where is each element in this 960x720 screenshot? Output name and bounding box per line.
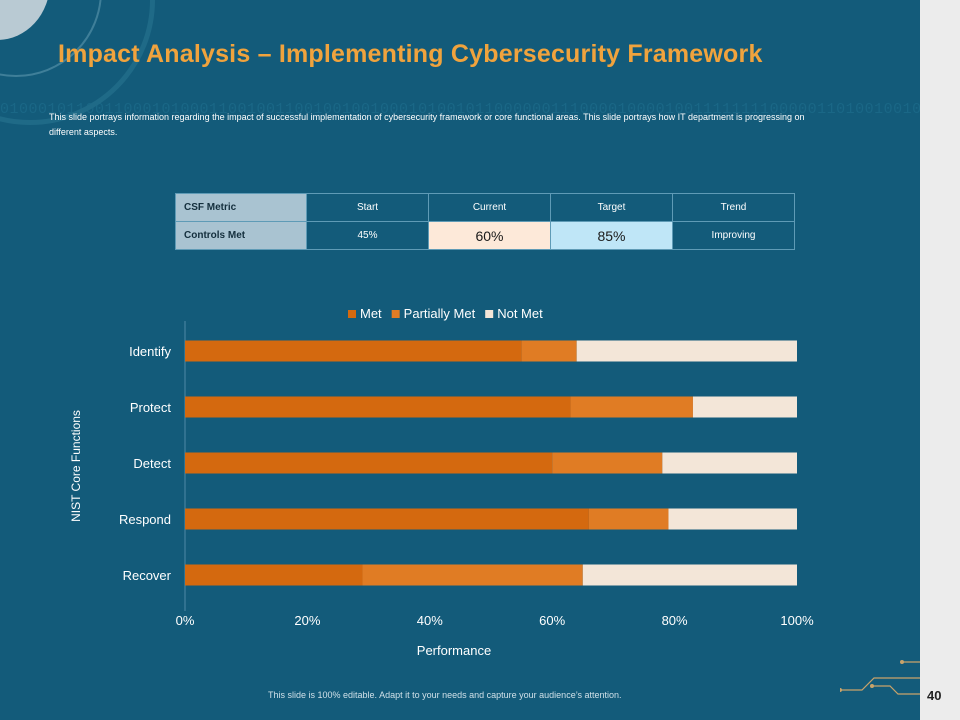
x-tick-label-5: 100% bbox=[780, 613, 814, 628]
category-label-0: Identify bbox=[129, 344, 171, 359]
x-tick-label-2: 40% bbox=[417, 613, 443, 628]
cell-current: 60% bbox=[428, 221, 551, 250]
cell-metric: Controls Met bbox=[175, 221, 307, 250]
category-label-4: Recover bbox=[123, 568, 172, 583]
bar-recover-1 bbox=[362, 564, 583, 586]
cell-trend: Improving bbox=[672, 221, 795, 250]
footer-note: This slide is 100% editable. Adapt it to… bbox=[268, 690, 622, 700]
legend-label-2: Not Met bbox=[497, 306, 543, 321]
legend-swatch-1 bbox=[391, 310, 400, 318]
header-current: Current bbox=[428, 193, 551, 222]
bar-detect-1 bbox=[552, 452, 663, 474]
stacked-bar-chart: Met Partially Met Not Met Identify Protect De… bbox=[69, 306, 814, 658]
bar-respond-1 bbox=[588, 508, 669, 530]
cell-target: 85% bbox=[550, 221, 673, 250]
category-label-2: Detect bbox=[133, 456, 171, 471]
legend-label-0: Met bbox=[360, 306, 382, 321]
x-tick-label-3: 60% bbox=[539, 613, 565, 628]
category-label-3: Respond bbox=[119, 512, 171, 527]
bar-recover-2 bbox=[582, 564, 797, 586]
bar-identify-0 bbox=[185, 340, 522, 362]
circuit-decoration bbox=[840, 660, 920, 695]
bar-protect-1 bbox=[570, 396, 693, 418]
csf-metric-table: CSF Metric Start Current Target Trend Co… bbox=[175, 193, 795, 250]
category-label-1: Protect bbox=[130, 400, 172, 415]
header-csf-metric: CSF Metric bbox=[175, 193, 307, 222]
x-tick-label-1: 20% bbox=[294, 613, 320, 628]
x-tick-label-0: 0% bbox=[176, 613, 195, 628]
x-axis-title: Performance bbox=[417, 643, 491, 658]
header-start: Start bbox=[306, 193, 429, 222]
bar-identify-1 bbox=[521, 340, 577, 362]
header-target: Target bbox=[550, 193, 673, 222]
table-row: Controls Met 45% 60% 85% Improving bbox=[175, 221, 795, 250]
bar-recover-0 bbox=[185, 564, 363, 586]
bar-protect-2 bbox=[692, 396, 797, 418]
x-tick-label-4: 80% bbox=[662, 613, 688, 628]
bar-respond-0 bbox=[185, 508, 589, 530]
table-header-row: CSF Metric Start Current Target Trend bbox=[175, 193, 795, 222]
cell-start: 45% bbox=[306, 221, 429, 250]
page-number: 40 bbox=[927, 688, 942, 703]
legend-swatch-0 bbox=[348, 310, 356, 318]
bar-protect-0 bbox=[185, 396, 571, 418]
slide: 0100010110011000101000110010011001001001… bbox=[0, 0, 920, 720]
bar-detect-0 bbox=[185, 452, 553, 474]
bar-detect-2 bbox=[662, 452, 797, 474]
header-trend: Trend bbox=[672, 193, 795, 222]
bar-respond-2 bbox=[668, 508, 797, 530]
y-axis-title: NIST Core Functions bbox=[69, 410, 83, 522]
bar-identify-2 bbox=[576, 340, 797, 362]
binary-background-pattern: 0100010110011000101000110010011001001001… bbox=[0, 101, 920, 118]
slide-title: Impact Analysis – Implementing Cybersecu… bbox=[58, 40, 763, 68]
legend-label-1: Partially Met bbox=[404, 306, 476, 321]
legend-swatch-2 bbox=[485, 310, 494, 318]
slide-description: This slide portrays information regardin… bbox=[49, 112, 805, 137]
